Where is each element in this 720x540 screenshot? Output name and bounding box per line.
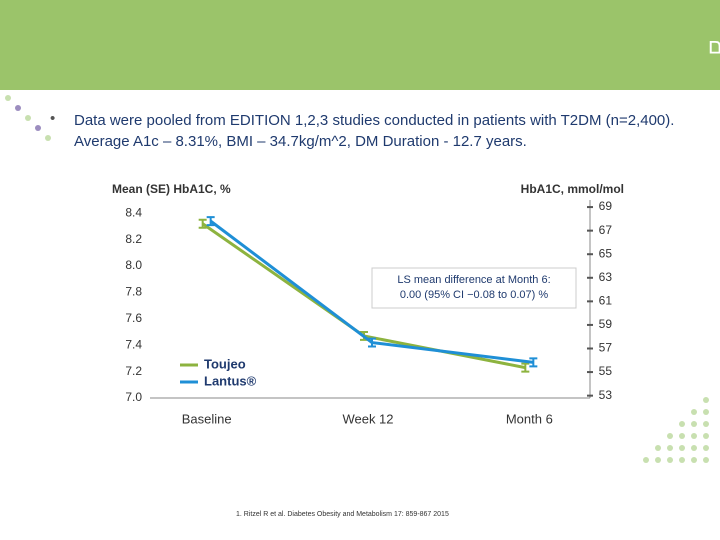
error-bar — [206, 216, 215, 227]
y-tick-label: 8.0 — [125, 258, 142, 272]
decor-dot — [691, 445, 697, 451]
y-tick-label: 7.6 — [125, 311, 142, 325]
decor-dot — [655, 457, 661, 463]
footnote: 1. Ritzel R et al. Diabetes Obesity and … — [236, 511, 449, 518]
decor-dot — [667, 433, 673, 439]
x-tick-label: Month 6 — [506, 411, 553, 426]
annotation-box — [371, 267, 577, 309]
error-bar — [198, 218, 207, 229]
decor-dot — [679, 457, 685, 463]
decor-dot — [679, 445, 685, 451]
bullet-marker: • — [50, 110, 56, 127]
y2-tick-label: 61 — [599, 294, 613, 308]
decor-dot — [703, 409, 709, 415]
x-tick-label: Baseline — [182, 411, 232, 426]
decor-dot — [25, 115, 31, 121]
error-bar — [368, 337, 376, 348]
legend-label: Toujeo — [204, 356, 246, 371]
decor-dot — [15, 105, 21, 111]
annotation: LS mean difference at Month 6: — [397, 274, 550, 286]
y-tick-label: 8.4 — [125, 205, 142, 219]
decor-dot — [45, 135, 51, 141]
decor-dot — [703, 457, 709, 463]
decor-dot — [667, 445, 673, 451]
y-tick-label: 7.2 — [125, 364, 142, 378]
annotation: 0.00 (95% CI −0.08 to 0.07) % — [400, 289, 549, 301]
decor-dot — [691, 457, 697, 463]
y2-tick-label: 65 — [599, 246, 613, 260]
decor-dot — [679, 433, 685, 439]
y2-tick-label: 59 — [599, 317, 613, 331]
decor-dot — [655, 445, 661, 451]
error-bar — [529, 357, 538, 368]
y2-tick-label: 57 — [599, 341, 613, 355]
decor-dot — [691, 409, 697, 415]
y-tick-label: 7.0 — [125, 390, 142, 404]
y-tick-label: 7.8 — [125, 285, 142, 299]
decor-dot — [691, 421, 697, 427]
y2-tick-label: 63 — [599, 270, 613, 284]
error-bar — [521, 362, 530, 373]
decor-dot — [679, 421, 685, 427]
decor-dot — [703, 433, 709, 439]
decor-dot — [5, 95, 11, 101]
decor-dot — [703, 421, 709, 427]
decor-dot — [667, 457, 673, 463]
y-axis-label: Mean (SE) HbA1C, % — [112, 182, 231, 196]
y2-tick-label: 53 — [599, 388, 613, 402]
decor-dot — [643, 457, 649, 463]
y-tick-label: 8.2 — [125, 232, 142, 246]
y2-tick-label: 55 — [599, 364, 613, 378]
header-band — [0, 0, 720, 90]
slide-title: ירידה דומה ברמות ה-HbA1c לאחר 6 חודשים — [708, 36, 720, 59]
decor-dot — [35, 125, 41, 131]
y-tick-label: 7.4 — [125, 337, 142, 351]
y2-axis-label: HbA1C, mmol/mol — [521, 182, 624, 196]
y2-tick-label: 69 — [599, 199, 613, 213]
decor-dot — [691, 433, 697, 439]
decor-dot — [703, 445, 709, 451]
y2-tick-label: 67 — [599, 223, 613, 237]
x-tick-label: Week 12 — [342, 411, 393, 426]
bullet-text: Data were pooled from EDITION 1,2,3 stud… — [74, 112, 675, 150]
legend-label: Lantus® — [204, 373, 257, 388]
decor-dot — [703, 397, 709, 403]
